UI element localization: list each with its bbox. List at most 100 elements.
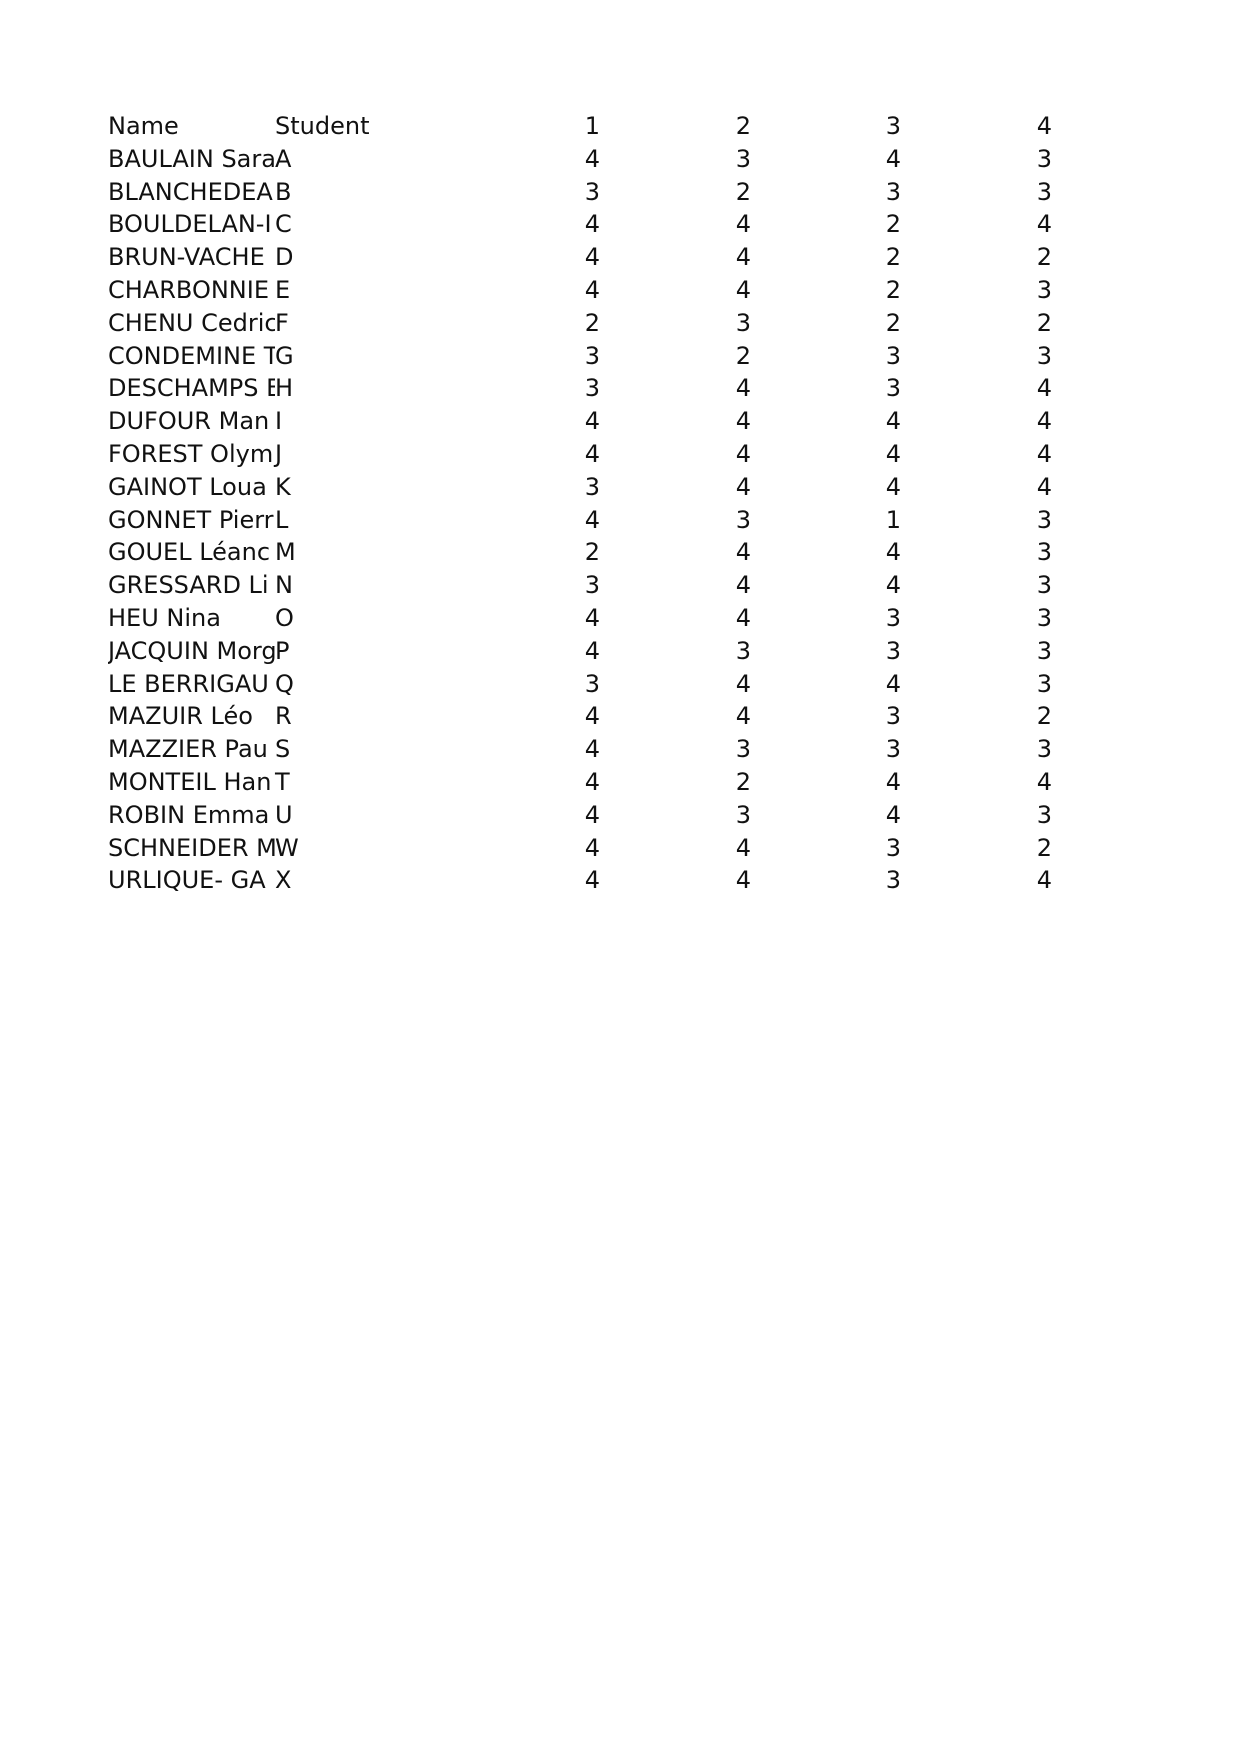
score-cell-2: 2 — [735, 177, 751, 206]
name-cell: MAZZIER Pau — [108, 735, 268, 764]
student-cell: W — [275, 833, 299, 862]
header-row: Name Student 1 2 3 4 — [0, 110, 1241, 143]
score-cell-4: 3 — [1036, 538, 1052, 567]
table-row: GRESSARD Li N 3 4 4 3 — [0, 569, 1241, 602]
score-cell-1: 4 — [584, 144, 600, 173]
score-cell-1: 4 — [584, 275, 600, 304]
score-cell-4: 4 — [1036, 374, 1052, 403]
score-cell-1: 2 — [584, 308, 600, 337]
score-cell-1: 3 — [584, 374, 600, 403]
score-cell-4: 4 — [1036, 866, 1052, 895]
name-cell: MONTEIL Han — [108, 767, 272, 796]
student-cell: X — [275, 866, 292, 895]
score-cell-2: 3 — [735, 308, 751, 337]
student-cell: U — [275, 800, 293, 829]
score-cell-4: 2 — [1036, 243, 1052, 272]
score-cell-4: 4 — [1036, 439, 1052, 468]
student-cell: D — [275, 243, 294, 272]
name-cell: GOUEL Léanc — [108, 538, 271, 567]
score-cell-3: 4 — [885, 144, 901, 173]
table-row: GOUEL Léanc M 2 4 4 3 — [0, 536, 1241, 569]
score-cell-1: 2 — [584, 538, 600, 567]
table-row: CHARBONNIE E 4 4 2 3 — [0, 274, 1241, 307]
score-cell-2: 3 — [735, 800, 751, 829]
name-cell: MAZUIR Léo — [108, 702, 253, 731]
score-cell-1: 4 — [584, 702, 600, 731]
score-cell-2: 4 — [735, 243, 751, 272]
score-cell-2: 4 — [735, 439, 751, 468]
score-cell-2: 4 — [735, 669, 751, 698]
score-cell-1: 4 — [584, 735, 600, 764]
score-cell-1: 4 — [584, 767, 600, 796]
name-cell: ROBIN Emma — [108, 800, 270, 829]
score-cell-2: 3 — [735, 144, 751, 173]
score-cell-2: 4 — [735, 571, 751, 600]
student-cell: S — [275, 735, 291, 764]
name-cell: GONNET Pierr — [108, 505, 274, 534]
score-cell-3: 4 — [885, 439, 901, 468]
score-cell-4: 3 — [1036, 735, 1052, 764]
score-cell-1: 3 — [584, 472, 600, 501]
name-cell: BRUN-VACHE — [108, 243, 265, 272]
name-cell: URLIQUE- GA — [108, 866, 266, 895]
table-row: HEU Nina O 4 4 3 3 — [0, 602, 1241, 635]
header-col-2: 2 — [735, 112, 751, 140]
score-cell-3: 3 — [885, 833, 901, 862]
score-cell-3: 3 — [885, 702, 901, 731]
name-cell: CONDEMINE T — [108, 341, 275, 370]
score-cell-2: 3 — [735, 735, 751, 764]
score-cell-4: 3 — [1036, 800, 1052, 829]
table-row: MONTEIL Han T 4 2 4 4 — [0, 766, 1241, 799]
student-cell: N — [275, 571, 293, 600]
score-cell-3: 4 — [885, 407, 901, 436]
table-row: BOULDELAN-I C 4 4 2 4 — [0, 208, 1241, 241]
student-cell: B — [275, 177, 292, 206]
score-cell-4: 3 — [1036, 505, 1052, 534]
score-cell-4: 3 — [1036, 603, 1052, 632]
student-cell: M — [275, 538, 296, 567]
score-cell-3: 3 — [885, 735, 901, 764]
score-cell-2: 2 — [735, 767, 751, 796]
student-cell: F — [275, 308, 289, 337]
score-cell-3: 3 — [885, 341, 901, 370]
score-cell-3: 3 — [885, 866, 901, 895]
student-cell: T — [275, 767, 290, 796]
score-cell-2: 4 — [735, 866, 751, 895]
name-cell: SCHNEIDER M — [108, 833, 275, 862]
score-cell-4: 3 — [1036, 144, 1052, 173]
score-cell-2: 4 — [735, 407, 751, 436]
score-cell-1: 4 — [584, 866, 600, 895]
score-cell-3: 3 — [885, 374, 901, 403]
score-cell-2: 4 — [735, 374, 751, 403]
score-cell-3: 3 — [885, 603, 901, 632]
header-name: Name — [108, 112, 179, 140]
student-cell: O — [275, 603, 294, 632]
score-cell-1: 4 — [584, 210, 600, 239]
score-cell-3: 1 — [885, 505, 901, 534]
student-cell: C — [275, 210, 292, 239]
student-cell: L — [275, 505, 289, 534]
score-cell-1: 4 — [584, 439, 600, 468]
table-row: URLIQUE- GA X 4 4 3 4 — [0, 864, 1241, 897]
score-cell-3: 3 — [885, 177, 901, 206]
spreadsheet-table: Name Student 1 2 3 4 BAULAIN Sara A 4 3 4 3 BL… — [0, 110, 1241, 897]
score-cell-4: 2 — [1036, 308, 1052, 337]
score-cell-1: 4 — [584, 800, 600, 829]
score-cell-4: 3 — [1036, 341, 1052, 370]
score-cell-1: 3 — [584, 571, 600, 600]
table-row: BAULAIN Sara A 4 3 4 3 — [0, 143, 1241, 176]
student-cell: A — [275, 144, 292, 173]
score-cell-4: 4 — [1036, 210, 1052, 239]
score-cell-3: 4 — [885, 538, 901, 567]
name-cell: DESCHAMPS E — [108, 374, 275, 403]
name-cell: CHARBONNIE — [108, 275, 269, 304]
table-row: MAZZIER Pau S 4 3 3 3 — [0, 733, 1241, 766]
name-cell: BLANCHEDEA — [108, 177, 273, 206]
score-cell-2: 3 — [735, 636, 751, 665]
table-row: MAZUIR Léo R 4 4 3 2 — [0, 700, 1241, 733]
table-row: GAINOT Loua K 3 4 4 4 — [0, 471, 1241, 504]
score-cell-1: 4 — [584, 407, 600, 436]
score-cell-2: 2 — [735, 341, 751, 370]
